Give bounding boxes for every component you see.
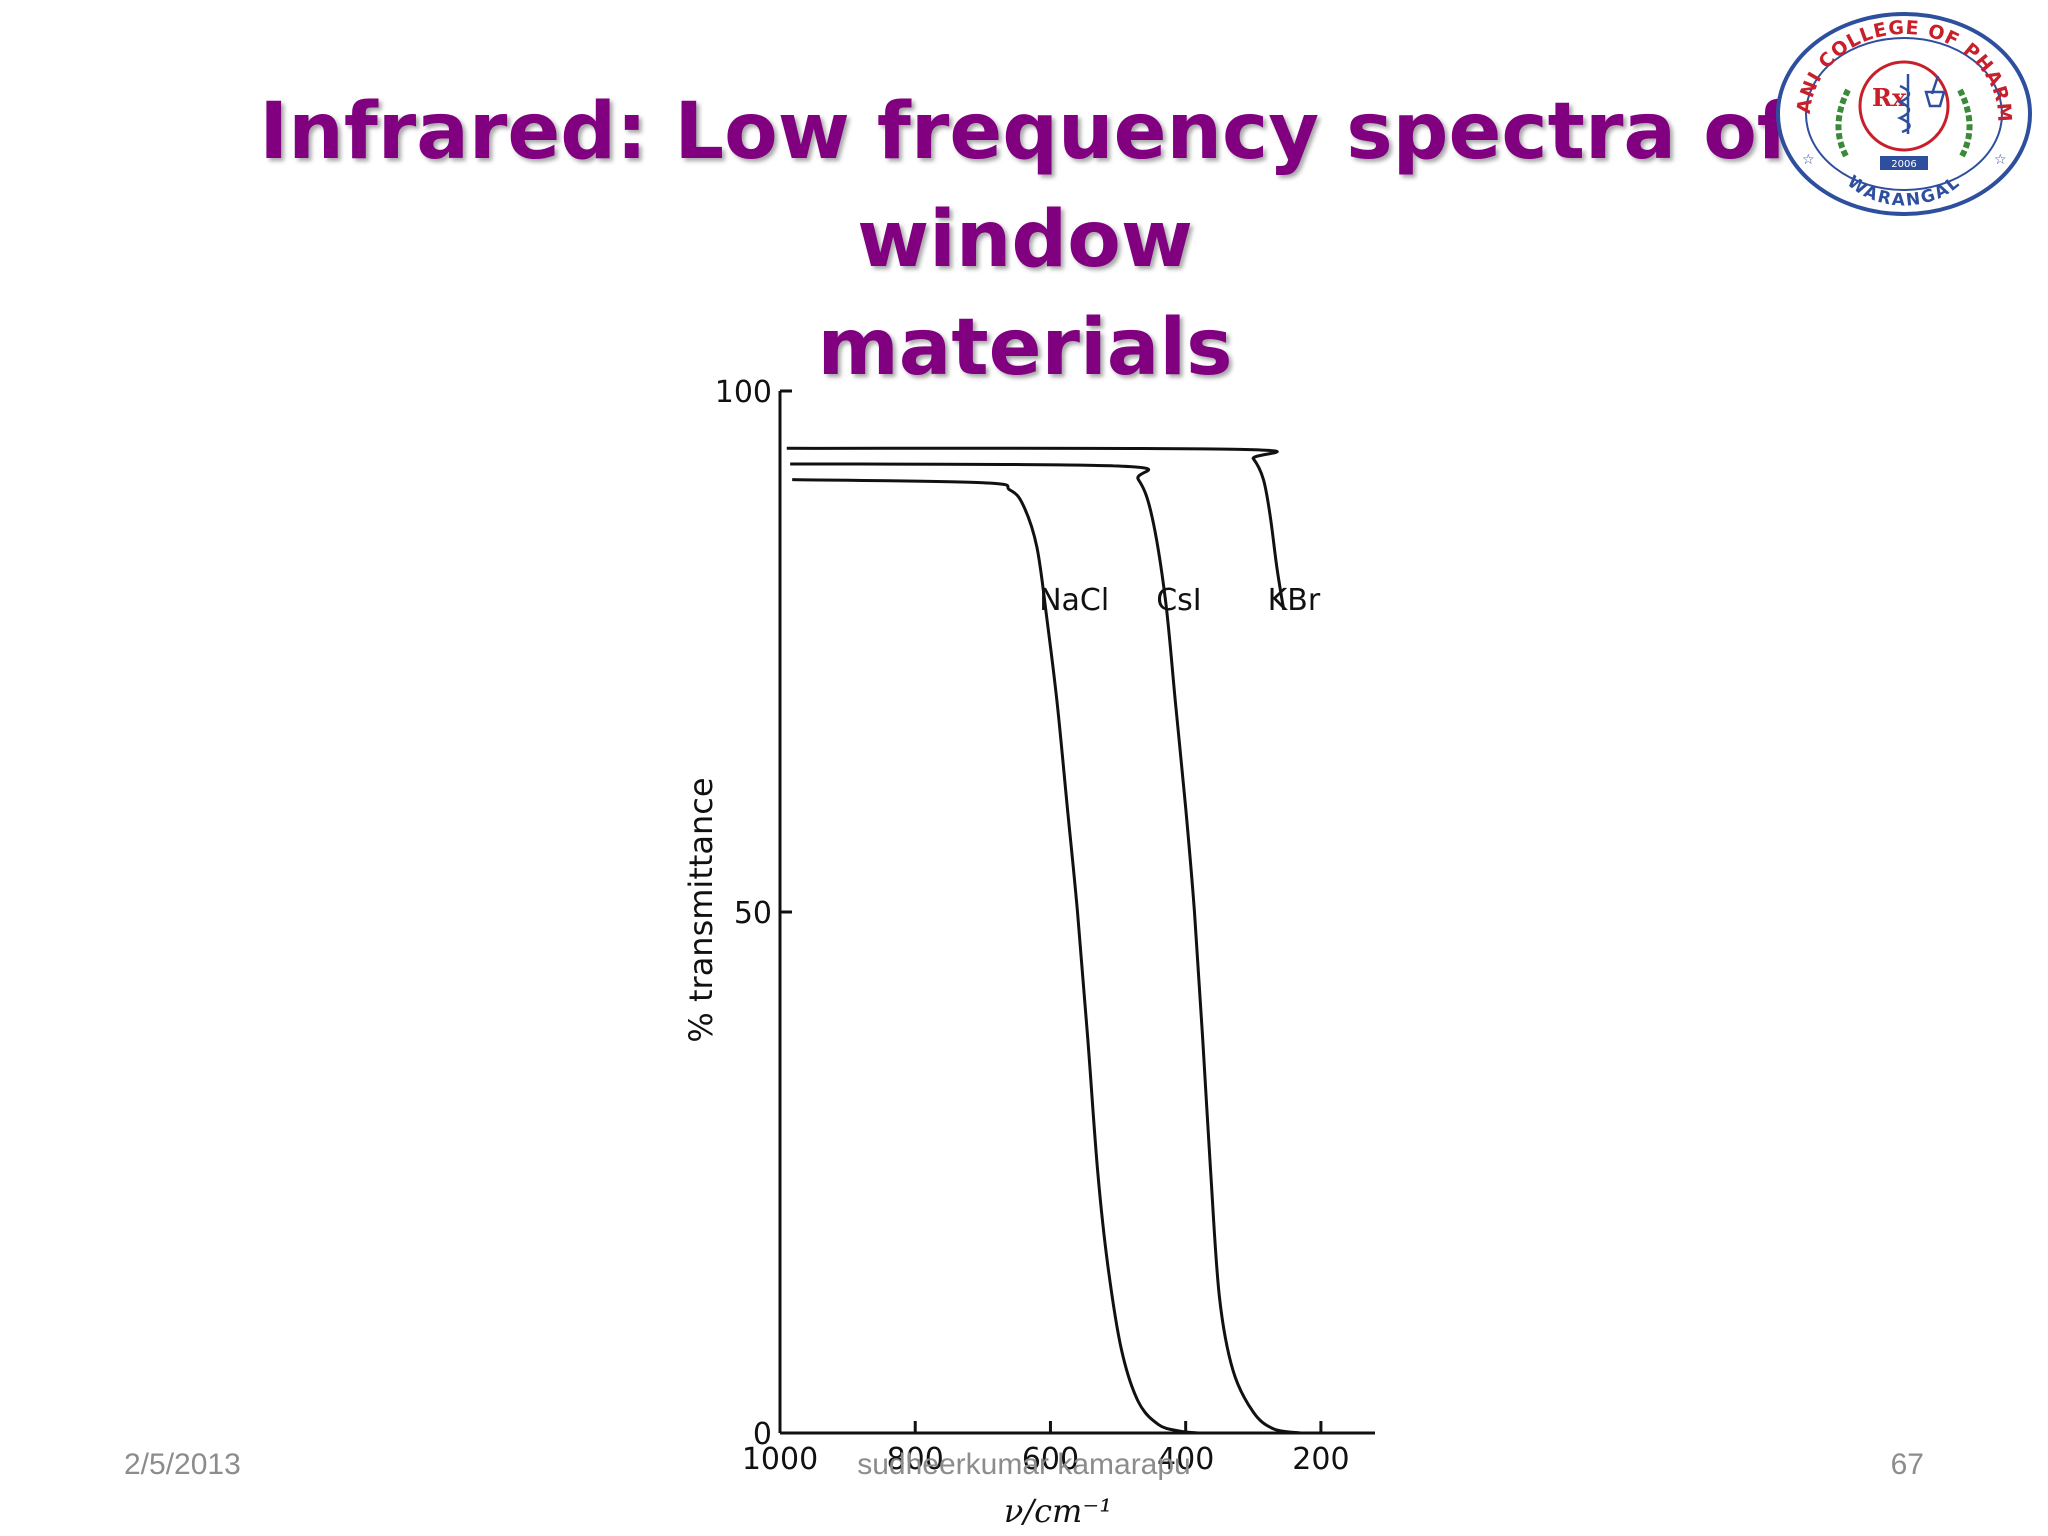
- mortar-icon: [1924, 75, 1946, 108]
- star-right-icon: ☆: [1994, 152, 2007, 168]
- y-axis-label: % transmittance: [682, 777, 720, 1042]
- page-number: 67: [1890, 1448, 1924, 1481]
- footer-date: 2/5/2013: [124, 1448, 241, 1481]
- series-label-csi: CsI: [1156, 583, 1201, 618]
- x-tick-label-1000: 1000: [742, 1442, 818, 1477]
- laurel-right-icon: [1957, 88, 1973, 158]
- laurel-left-icon: [1835, 88, 1851, 158]
- series-line-csi: [790, 462, 1301, 1435]
- logo-year: 2006: [1891, 159, 1916, 170]
- x-tick-label-400: 400: [1157, 1442, 1214, 1477]
- series-label-nacl: NaCl: [1039, 583, 1109, 618]
- series-line-kbr: [786, 446, 1286, 611]
- star-left-icon: ☆: [1802, 152, 1815, 168]
- x-tick-label-200: 200: [1292, 1442, 1349, 1477]
- y-tick-label-100: 100: [715, 375, 772, 410]
- y-tick-label-0: 0: [753, 1417, 772, 1452]
- slide-title-line-1: Infrared: Low frequency spectra of windo…: [259, 87, 1791, 285]
- college-logo: SHIVANI COLLEGE OF PHARMACY WARANGAL Rx …: [1768, 6, 2032, 216]
- slide-title-line-2: materials: [817, 303, 1233, 393]
- y-tick-label-50: 50: [734, 896, 772, 931]
- x-tick-label-800: 800: [887, 1442, 944, 1477]
- chart-ticks: 0 50 100 1000 800 600 400 200: [715, 375, 1350, 1477]
- series-label-kbr: KBr: [1268, 583, 1321, 618]
- x-tick-label-600: 600: [1022, 1442, 1079, 1477]
- caduceus-icon: [1896, 74, 1911, 134]
- slide-title: Infrared: Low frequency spectra of windo…: [150, 78, 1900, 402]
- footer-author: sudheerkumar kamarapu: [857, 1448, 1191, 1481]
- chart-series: NaCl CsI KBr: [786, 446, 1321, 1435]
- series-line-nacl: [792, 478, 1200, 1435]
- x-axis-label: ν/cm⁻¹: [1004, 1492, 1112, 1530]
